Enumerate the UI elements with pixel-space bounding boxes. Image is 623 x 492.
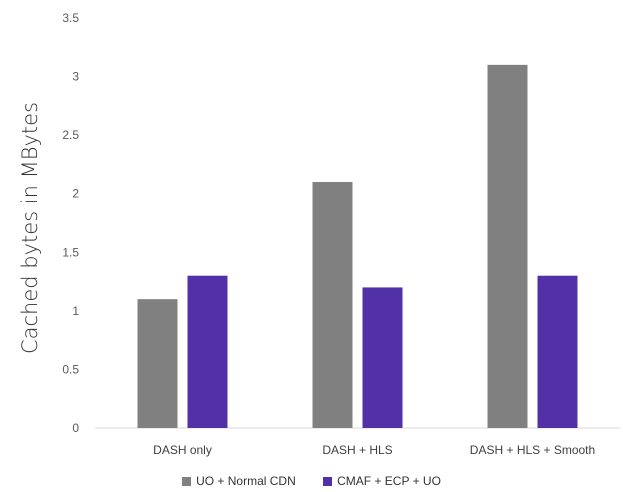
bar-2-dash-hls: [362, 287, 403, 428]
bar-1-dash-hls: [312, 182, 353, 428]
y-tick-label: 3.5: [62, 11, 79, 25]
y-tick-label: 0.5: [62, 362, 79, 376]
y-tick-label: 2.5: [62, 128, 79, 142]
bar-1-dash-hls-smooth: [487, 64, 528, 428]
bar-1-dash-only: [137, 299, 178, 428]
legend-label-series-1: UO + Normal CDN: [196, 474, 296, 488]
y-axis-label: Cached bytes in MBytes: [18, 101, 42, 355]
legend-swatch-series-2: [323, 477, 333, 486]
legend: UO + Normal CDN CMAF + ECP + UO: [0, 474, 623, 488]
y-tick-label: 3: [72, 70, 79, 84]
y-tick-label: 1: [72, 304, 79, 318]
x-tick-label: DASH + HLS + Smooth: [470, 443, 595, 457]
bar-2-dash-only: [187, 275, 228, 428]
x-tick-label: DASH only: [153, 443, 212, 457]
bars: [137, 64, 578, 428]
bar-2-dash-hls-smooth: [537, 275, 578, 428]
legend-item-series-2: CMAF + ECP + UO: [323, 474, 441, 488]
y-tick-label: 1.5: [62, 245, 79, 259]
x-tick-labels: DASH only DASH + HLS DASH + HLS + Smooth: [153, 443, 595, 457]
legend-label-series-2: CMAF + ECP + UO: [337, 474, 441, 488]
legend-swatch-series-1: [182, 477, 192, 486]
x-tick-label: DASH + HLS: [322, 443, 392, 457]
y-tick-labels: 0 0.5 1 1.5 2 2.5 3 3.5: [62, 11, 79, 435]
y-tick-label: 2: [72, 187, 79, 201]
legend-item-series-1: UO + Normal CDN: [182, 474, 296, 488]
y-tick-label: 0: [72, 421, 79, 435]
